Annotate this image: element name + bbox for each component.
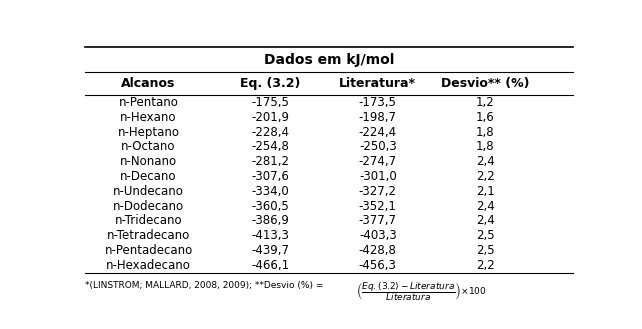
Text: -428,8: -428,8 (359, 244, 397, 257)
Text: 2,4: 2,4 (476, 200, 494, 213)
Text: 2,5: 2,5 (476, 244, 494, 257)
Text: -228,4: -228,4 (252, 126, 290, 139)
Text: Desvio** (%): Desvio** (%) (441, 77, 529, 90)
Text: -360,5: -360,5 (252, 200, 290, 213)
Text: -201,9: -201,9 (252, 111, 290, 124)
Text: -307,6: -307,6 (252, 170, 290, 183)
Text: -224,4: -224,4 (359, 126, 397, 139)
Text: $\left(\dfrac{\mathit{Eq.(3.2)-Literatura}}{\mathit{Literatura}}\right)$$ \times: $\left(\dfrac{\mathit{Eq.(3.2)-Literatur… (356, 280, 487, 303)
Text: -403,3: -403,3 (359, 229, 397, 242)
Text: Alcanos: Alcanos (121, 77, 176, 90)
Text: -334,0: -334,0 (252, 185, 290, 198)
Text: n-Nonano: n-Nonano (120, 155, 177, 168)
Text: 1,8: 1,8 (476, 140, 494, 153)
Text: -274,7: -274,7 (359, 155, 397, 168)
Text: *(LINSTROM; MALLARD, 2008, 2009); **Desvio (%) =: *(LINSTROM; MALLARD, 2008, 2009); **Desv… (85, 281, 327, 291)
Text: 2,4: 2,4 (476, 214, 494, 227)
Text: n-Decano: n-Decano (120, 170, 177, 183)
Text: -413,3: -413,3 (252, 229, 290, 242)
Text: Dados em kJ/mol: Dados em kJ/mol (264, 53, 394, 67)
Text: -386,9: -386,9 (252, 214, 290, 227)
Text: -173,5: -173,5 (359, 96, 397, 109)
Text: n-Octano: n-Octano (121, 140, 176, 153)
Text: 1,8: 1,8 (476, 126, 494, 139)
Text: Literatura*: Literatura* (339, 77, 416, 90)
Text: n-Tridecano: n-Tridecano (115, 214, 182, 227)
Text: -301,0: -301,0 (359, 170, 397, 183)
Text: 1,2: 1,2 (476, 96, 494, 109)
Text: 2,2: 2,2 (476, 170, 494, 183)
Text: n-Dodecano: n-Dodecano (113, 200, 184, 213)
Text: -352,1: -352,1 (359, 200, 397, 213)
Text: 2,5: 2,5 (476, 229, 494, 242)
Text: n-Undecano: n-Undecano (113, 185, 184, 198)
Text: n-Pentano: n-Pentano (119, 96, 178, 109)
Text: -198,7: -198,7 (359, 111, 397, 124)
Text: -466,1: -466,1 (252, 259, 290, 272)
Text: n-Hexadecano: n-Hexadecano (106, 259, 191, 272)
Text: 1,6: 1,6 (476, 111, 494, 124)
Text: n-Tetradecano: n-Tetradecano (107, 229, 190, 242)
Text: n-Pentadecano: n-Pentadecano (105, 244, 193, 257)
Text: -250,3: -250,3 (359, 140, 397, 153)
Text: 2,2: 2,2 (476, 259, 494, 272)
Text: -327,2: -327,2 (359, 185, 397, 198)
Text: 2,1: 2,1 (476, 185, 494, 198)
Text: n-Hexano: n-Hexano (120, 111, 177, 124)
Text: n-Heptano: n-Heptano (117, 126, 180, 139)
Text: Eq. (3.2): Eq. (3.2) (240, 77, 300, 90)
Text: -377,7: -377,7 (359, 214, 397, 227)
Text: 2,4: 2,4 (476, 155, 494, 168)
Text: -439,7: -439,7 (252, 244, 290, 257)
Text: -456,3: -456,3 (359, 259, 397, 272)
Text: -254,8: -254,8 (252, 140, 290, 153)
Text: -175,5: -175,5 (252, 96, 290, 109)
Text: -281,2: -281,2 (252, 155, 290, 168)
